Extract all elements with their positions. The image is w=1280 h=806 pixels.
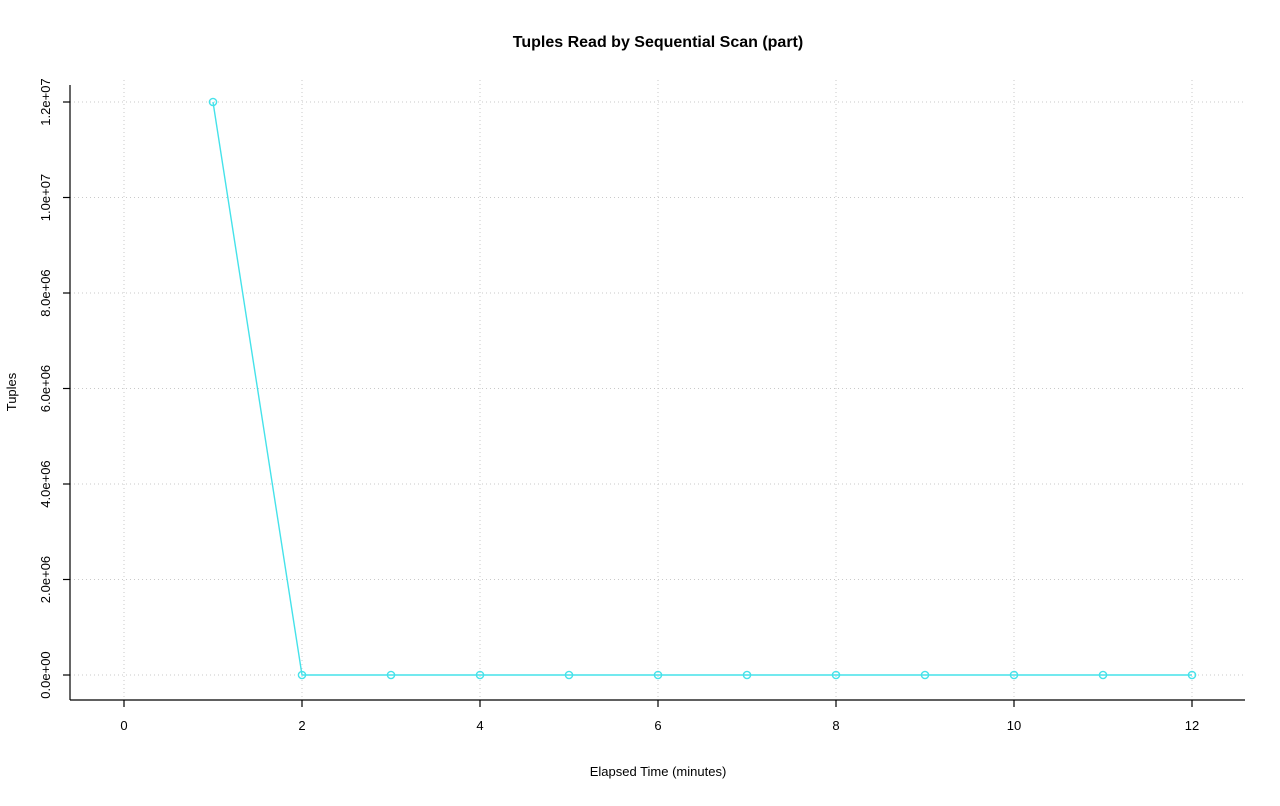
series-line <box>212 101 1192 676</box>
x-tick-label: 2 <box>298 718 305 733</box>
x-tick-label: 4 <box>476 718 483 733</box>
x-tick-label: 10 <box>1007 718 1021 733</box>
data-point-marker <box>564 670 574 680</box>
axes: 0 2 4 6 8 10 12 0.0e+00 2.0e+06 4.0e+06 6.0e+06 8.0… <box>38 78 1245 733</box>
x-tick-label: 8 <box>832 718 839 733</box>
data-point-marker <box>1187 670 1197 680</box>
y-tick-label: 1.0e+07 <box>38 174 53 221</box>
y-tick-label: 6.0e+06 <box>38 365 53 412</box>
y-tick-label: 0.0e+00 <box>38 651 53 698</box>
data-point-marker <box>831 670 841 680</box>
data-point-marker <box>208 97 218 107</box>
y-tick-label: 8.0e+06 <box>38 269 53 316</box>
chart-title: Tuples Read by Sequential Scan (part) <box>513 34 803 51</box>
data-series <box>208 97 1197 680</box>
x-tick-label: 0 <box>120 718 127 733</box>
x-tick-label: 6 <box>654 718 661 733</box>
data-point-marker <box>1098 670 1108 680</box>
y-tick-label: 1.2e+07 <box>38 78 53 125</box>
data-point-marker <box>1009 670 1019 680</box>
data-point-marker <box>742 670 752 680</box>
gridlines <box>70 80 1245 700</box>
y-axis-label: Tuples <box>4 372 19 411</box>
y-tick-label: 4.0e+06 <box>38 460 53 507</box>
data-point-marker <box>297 670 307 680</box>
data-point-marker <box>653 670 663 680</box>
y-tick-label: 2.0e+06 <box>38 556 53 603</box>
x-tick-label: 12 <box>1185 718 1199 733</box>
data-point-marker <box>920 670 930 680</box>
data-point-marker <box>386 670 396 680</box>
x-axis-label: Elapsed Time (minutes) <box>590 764 727 779</box>
data-point-marker <box>475 670 485 680</box>
